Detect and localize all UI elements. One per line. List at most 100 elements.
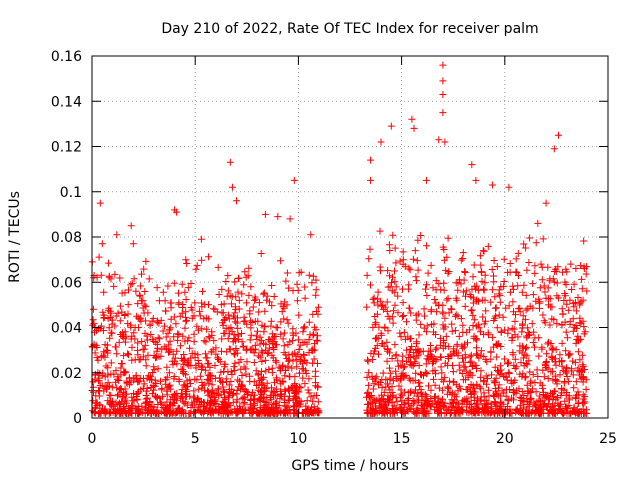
data-point xyxy=(259,381,267,389)
data-point xyxy=(421,391,429,399)
data-point xyxy=(522,306,530,314)
data-point xyxy=(197,366,205,373)
data-point xyxy=(572,378,580,386)
data-point xyxy=(512,311,519,319)
data-point xyxy=(518,388,526,395)
data-point xyxy=(367,176,375,184)
data-point xyxy=(175,289,182,297)
data-point xyxy=(218,319,226,327)
data-point xyxy=(183,316,190,324)
data-point xyxy=(228,371,236,378)
data-point xyxy=(562,280,570,288)
data-point xyxy=(314,383,321,391)
data-point xyxy=(256,340,264,348)
data-point xyxy=(579,391,587,399)
data-point xyxy=(95,387,102,394)
data-point xyxy=(142,362,150,370)
data-point xyxy=(272,333,280,340)
data-point xyxy=(535,352,543,360)
data-point xyxy=(273,376,281,384)
data-point xyxy=(283,316,291,324)
y-axis-label: ROTI / TECUs xyxy=(7,191,23,283)
data-point xyxy=(406,266,414,274)
data-point xyxy=(254,352,262,360)
data-point xyxy=(412,346,420,354)
data-point xyxy=(223,404,231,412)
data-point xyxy=(300,324,308,332)
data-point xyxy=(501,355,509,363)
data-point xyxy=(170,279,178,287)
data-point xyxy=(369,295,377,303)
data-point xyxy=(294,336,302,344)
data-point xyxy=(116,386,123,394)
data-point xyxy=(249,345,257,353)
data-point xyxy=(397,386,405,394)
data-point xyxy=(108,400,116,408)
data-point xyxy=(391,278,399,286)
data-point xyxy=(181,288,189,296)
data-point xyxy=(459,288,467,296)
data-point xyxy=(203,404,211,412)
data-point xyxy=(120,390,128,398)
data-point xyxy=(250,378,258,386)
data-point xyxy=(298,409,306,416)
data-point xyxy=(221,363,229,371)
data-point xyxy=(582,409,590,417)
data-point xyxy=(166,326,173,334)
data-point xyxy=(503,376,511,384)
data-point xyxy=(243,388,251,396)
data-point xyxy=(180,351,188,358)
data-point xyxy=(483,380,491,388)
data-point xyxy=(246,336,254,344)
data-point xyxy=(467,307,475,315)
data-point xyxy=(429,367,437,375)
data-point xyxy=(166,408,174,416)
data-point xyxy=(208,381,216,389)
data-point xyxy=(383,338,391,346)
data-point xyxy=(494,340,502,348)
data-point xyxy=(305,349,313,357)
data-point xyxy=(192,364,200,372)
data-point xyxy=(461,354,469,362)
data-point xyxy=(134,378,142,386)
data-point xyxy=(572,339,580,347)
data-point xyxy=(480,353,488,360)
data-point xyxy=(415,347,423,355)
data-point xyxy=(433,308,441,316)
data-point xyxy=(115,400,123,408)
data-point xyxy=(314,398,322,406)
data-point xyxy=(497,327,505,335)
data-point xyxy=(124,350,132,358)
data-point xyxy=(428,399,436,407)
data-point xyxy=(401,363,409,371)
data-point xyxy=(268,302,276,310)
data-point xyxy=(260,406,268,413)
data-point xyxy=(363,373,371,381)
data-point xyxy=(452,393,460,401)
data-point xyxy=(414,236,422,244)
data-point xyxy=(159,288,167,296)
x-tick-label: 15 xyxy=(393,431,411,447)
data-point xyxy=(291,403,298,411)
x-tick-label: 5 xyxy=(191,431,200,447)
data-point xyxy=(509,282,517,290)
data-point xyxy=(234,314,241,322)
data-point xyxy=(146,320,154,328)
data-point xyxy=(376,227,384,235)
data-point xyxy=(200,337,208,345)
data-point xyxy=(536,284,544,292)
data-point xyxy=(391,301,399,309)
data-point xyxy=(423,292,431,299)
data-point xyxy=(291,409,299,417)
data-point xyxy=(511,317,519,325)
data-point xyxy=(223,378,230,386)
data-point xyxy=(205,315,213,323)
data-point xyxy=(116,317,124,325)
data-point xyxy=(422,176,430,184)
data-point xyxy=(218,285,226,293)
data-point xyxy=(561,397,569,405)
data-point xyxy=(448,320,456,328)
data-point xyxy=(408,361,416,369)
data-point xyxy=(392,367,400,375)
data-point xyxy=(558,385,566,392)
